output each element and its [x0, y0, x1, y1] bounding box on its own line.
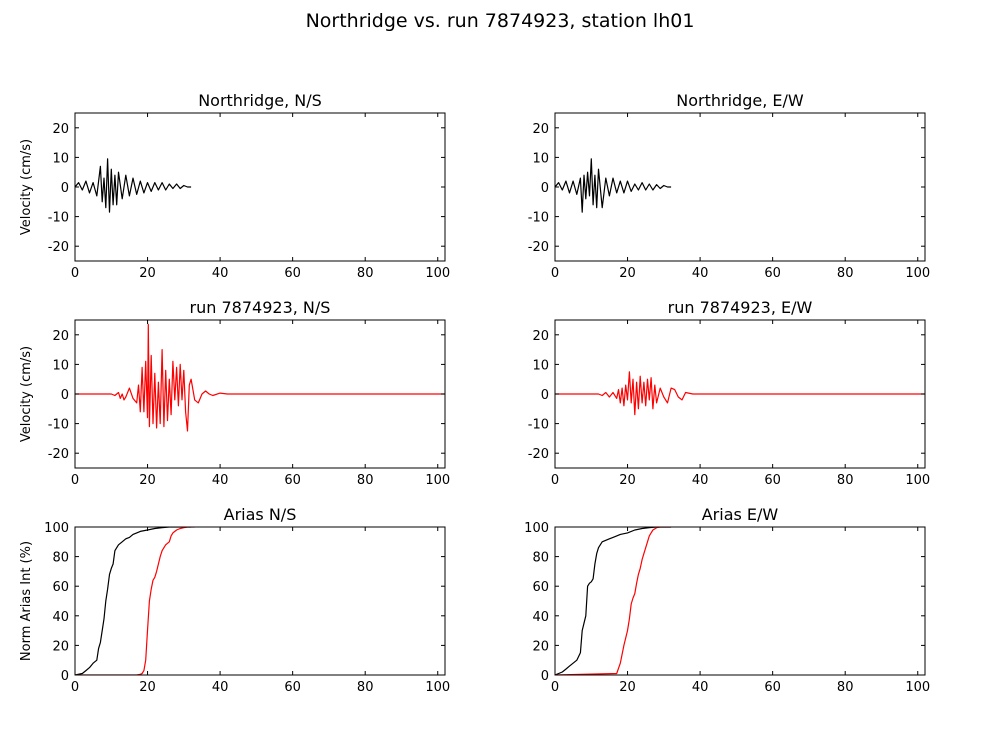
y-tick-label: 10 — [52, 358, 69, 373]
y-tick-label: 80 — [532, 551, 549, 566]
series-line-2 — [75, 527, 195, 675]
subplot-2: 0 20 40 60 80 100 -20 -10 0 10 20 Northridge, E/W — [528, 91, 930, 281]
y-tick-label: 0 — [61, 388, 69, 403]
y-tick-label: 20 — [532, 329, 549, 344]
subplot-title: Arias N/S — [224, 505, 297, 524]
x-tick-label: 20 — [619, 266, 636, 281]
series-line-1 — [555, 158, 672, 213]
y-tick-label: -10 — [528, 418, 549, 433]
x-tick-label: 20 — [619, 473, 636, 488]
series-line-1 — [75, 158, 192, 213]
y-tick-label: 10 — [532, 358, 549, 373]
subplot-title: Northridge, E/W — [676, 91, 804, 110]
y-tick-label: 0 — [541, 388, 549, 403]
x-tick-label: 100 — [425, 473, 450, 488]
x-tick-label: 0 — [71, 473, 79, 488]
y-tick-label: 20 — [52, 639, 69, 654]
x-tick-label: 80 — [357, 266, 374, 281]
y-tick-label: 0 — [541, 181, 549, 196]
plot-frame — [554, 526, 926, 676]
subplot-6: 0 20 40 60 80 100 0 20 40 60 80 100 Arias E/W — [524, 505, 930, 695]
subplot-title: run 7874923, N/S — [190, 298, 331, 317]
x-tick-label: 0 — [551, 680, 559, 695]
x-tick-label: 0 — [71, 680, 79, 695]
series-line-1 — [75, 323, 445, 432]
figure-title: Northridge vs. run 7874923, station lh01 — [305, 10, 695, 32]
subplot-1: 0 20 40 60 80 100 -20 -10 0 10 20 Northridge, N/S Ve… — [19, 91, 450, 281]
y-tick-label: 80 — [52, 551, 69, 566]
x-tick-label: 20 — [619, 680, 636, 695]
y-tick-label: 0 — [61, 669, 69, 684]
y-tick-label: -20 — [48, 447, 69, 462]
subplot-title: run 7874923, E/W — [668, 298, 813, 317]
y-tick-label: 60 — [52, 580, 69, 595]
y-tick-label: 10 — [52, 151, 69, 166]
y-tick-label: 40 — [532, 610, 549, 625]
y-axis-label: Velocity (cm/s) — [19, 346, 34, 442]
x-tick-label: 100 — [425, 680, 450, 695]
subplot-title: Arias E/W — [702, 505, 779, 524]
y-tick-label: 40 — [52, 610, 69, 625]
x-tick-label: 80 — [837, 680, 854, 695]
x-tick-label: 60 — [764, 266, 781, 281]
x-tick-label: 0 — [71, 266, 79, 281]
x-tick-label: 60 — [284, 680, 301, 695]
x-tick-label: 20 — [139, 266, 156, 281]
y-tick-label: 0 — [61, 181, 69, 196]
y-tick-label: 60 — [532, 580, 549, 595]
series-line-1 — [555, 371, 925, 416]
y-tick-label: 20 — [52, 122, 69, 137]
x-tick-label: 80 — [357, 680, 374, 695]
y-tick-label: 20 — [532, 639, 549, 654]
x-tick-label: 40 — [692, 680, 709, 695]
x-tick-label: 20 — [139, 473, 156, 488]
plot-frame — [554, 112, 926, 262]
subplot-5: 0 20 40 60 80 100 0 20 40 60 80 100 Arias N/S Norm Ar… — [19, 505, 450, 695]
x-tick-label: 100 — [425, 266, 450, 281]
series-line-2 — [555, 527, 672, 675]
x-tick-label: 0 — [551, 473, 559, 488]
y-tick-label: -20 — [48, 240, 69, 255]
x-tick-label: 80 — [837, 266, 854, 281]
y-tick-label: 20 — [532, 122, 549, 137]
x-tick-label: 100 — [905, 680, 930, 695]
plot-frame — [74, 112, 446, 262]
plot-frame — [74, 526, 446, 676]
y-tick-label: 10 — [532, 151, 549, 166]
y-tick-label: -20 — [528, 240, 549, 255]
x-tick-label: 100 — [905, 266, 930, 281]
y-tick-label: -10 — [528, 211, 549, 226]
series-line-1 — [555, 527, 672, 675]
subplot-title: Northridge, N/S — [198, 91, 322, 110]
x-tick-label: 0 — [551, 266, 559, 281]
x-tick-label: 100 — [905, 473, 930, 488]
x-tick-label: 40 — [692, 266, 709, 281]
x-tick-label: 60 — [764, 680, 781, 695]
x-tick-label: 40 — [212, 473, 229, 488]
subplot-3: 0 20 40 60 80 100 -20 -10 0 10 20 run 7874923, N/S V… — [19, 298, 450, 488]
y-axis-label: Velocity (cm/s) — [19, 139, 34, 235]
x-tick-label: 60 — [284, 266, 301, 281]
x-tick-label: 60 — [284, 473, 301, 488]
y-tick-label: -20 — [528, 447, 549, 462]
y-tick-label: -10 — [48, 211, 69, 226]
y-tick-label: 0 — [541, 669, 549, 684]
y-tick-label: -10 — [48, 418, 69, 433]
y-axis-label: Norm Arias Int (%) — [19, 541, 34, 661]
x-tick-label: 20 — [139, 680, 156, 695]
subplot-4: 0 20 40 60 80 100 -20 -10 0 10 20 run 7874923, E/W — [528, 298, 930, 488]
x-tick-label: 60 — [764, 473, 781, 488]
y-tick-label: 20 — [52, 329, 69, 344]
series-line-1 — [75, 527, 192, 675]
x-tick-label: 40 — [692, 473, 709, 488]
x-tick-label: 80 — [357, 473, 374, 488]
x-tick-label: 40 — [212, 266, 229, 281]
x-tick-label: 40 — [212, 680, 229, 695]
x-tick-label: 80 — [837, 473, 854, 488]
y-tick-label: 100 — [524, 521, 549, 536]
y-tick-label: 100 — [44, 521, 69, 536]
